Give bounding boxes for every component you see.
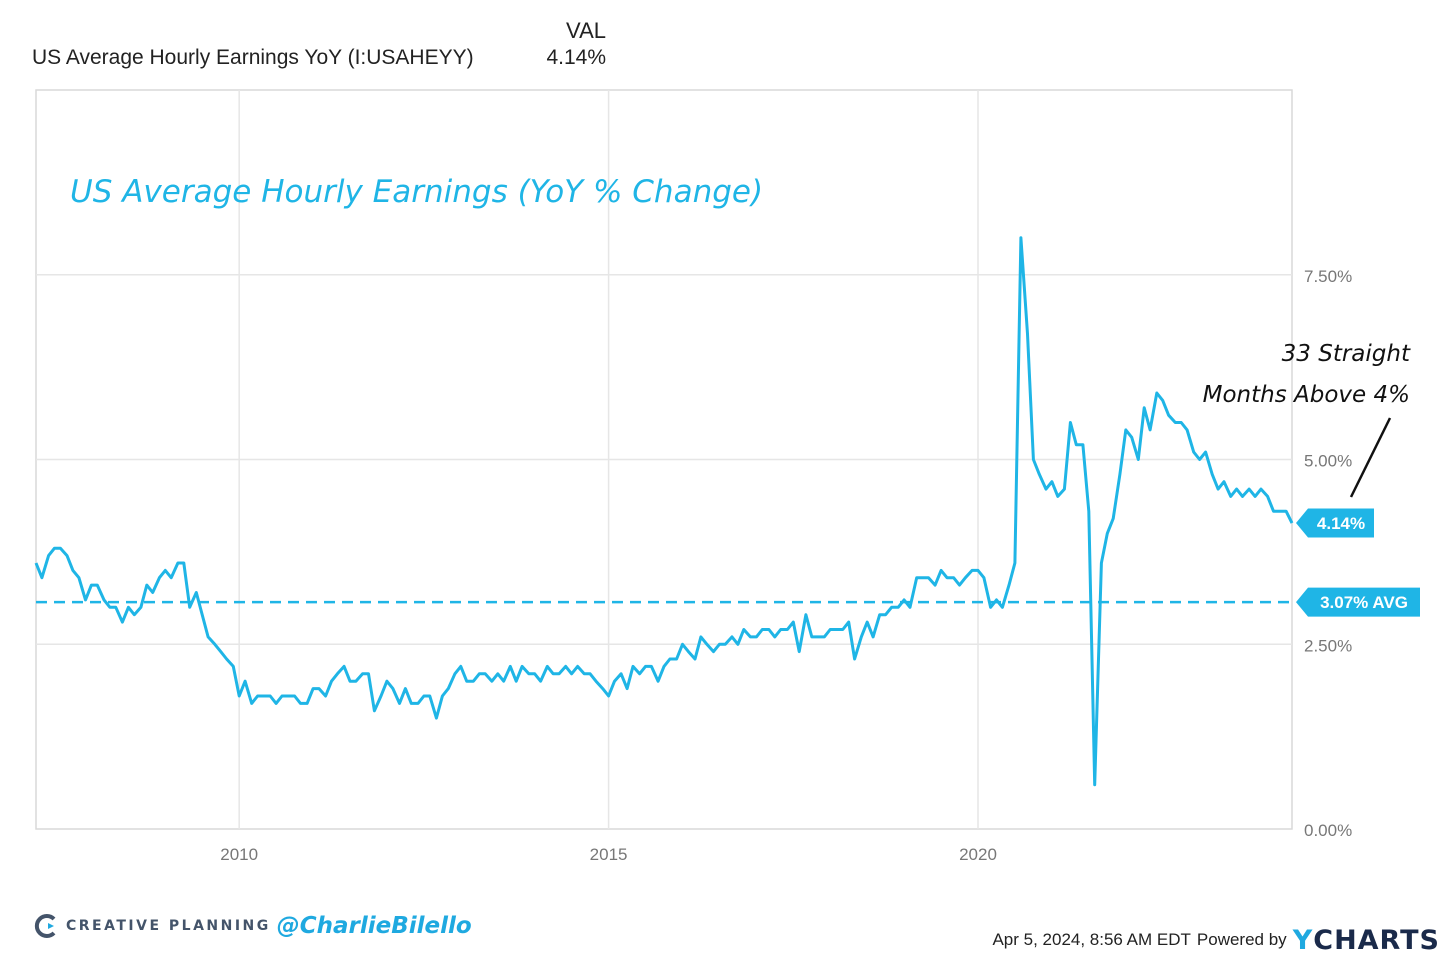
average-badge: 3.07% AVG [1296, 587, 1420, 617]
timestamp: Apr 5, 2024, 8:56 AM EDT [992, 930, 1191, 949]
x-tick-label: 2015 [590, 845, 628, 864]
average-badge-label: 3.07% AVG [1320, 593, 1408, 612]
series-line[interactable] [34, 236, 1294, 787]
brand-name: CREATIVE PLANNING [66, 918, 271, 934]
y-tick-label: 7.50% [1304, 267, 1352, 286]
y-tick-label: 2.50% [1304, 636, 1352, 655]
footer-brand: CREATIVE PLANNING @CharlieBilello [34, 906, 472, 946]
annotation-arrow [1349, 417, 1392, 498]
average-badge-shape [1296, 587, 1420, 617]
legend-series-name[interactable]: US Average Hourly Earnings YoY (I:USAHEY… [32, 46, 474, 69]
x-tick-label: 2010 [220, 845, 258, 864]
annotation-line1: 33 Straight [1282, 341, 1411, 367]
last-value-badge-label: 4.14% [1317, 514, 1365, 533]
annotation-line2: Months Above 4% [1203, 382, 1410, 408]
y-tick-label: 5.00% [1304, 452, 1352, 471]
legend: VAL US Average Hourly Earnings YoY (I:US… [32, 14, 632, 74]
x-tick-label: 2020 [959, 845, 997, 864]
last-value-badge: 4.14% [1296, 508, 1374, 538]
ycharts-logo[interactable]: Y CHARTS [1293, 925, 1440, 956]
twitter-handle[interactable]: @CharlieBilello [276, 913, 472, 939]
footer-source: Apr 5, 2024, 8:56 AM EDT Powered by Y CHA… [992, 922, 1440, 958]
ycharts-logo-text: CHARTS [1313, 924, 1440, 956]
y-tick-label: 0.00% [1304, 821, 1352, 840]
legend-val-header: VAL [566, 18, 606, 43]
last-value-badge-shape [1296, 508, 1374, 538]
chart-title: US Average Hourly Earnings (YoY % Change… [70, 174, 763, 210]
powered-by-label: Powered by [1196, 930, 1287, 949]
legend-series-value: 4.14% [546, 46, 606, 69]
ycharts-logo-y: Y [1292, 924, 1314, 956]
creative-planning-logo-icon [34, 914, 56, 938]
